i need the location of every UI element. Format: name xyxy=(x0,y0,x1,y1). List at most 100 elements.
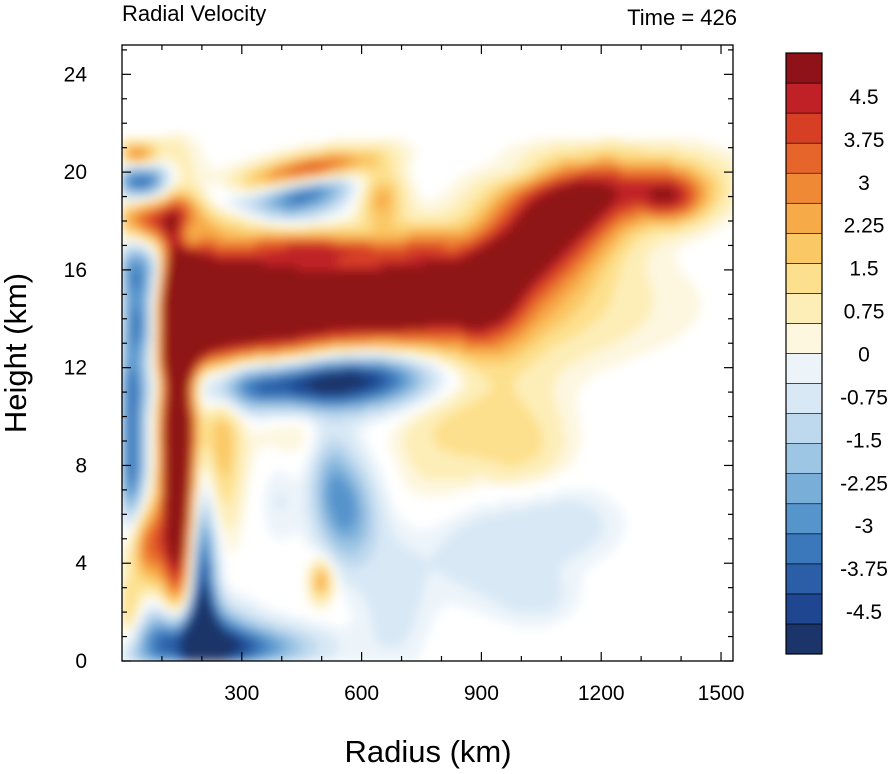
velocity-cell xyxy=(187,245,215,251)
velocity-cell xyxy=(157,260,161,266)
velocity-cell xyxy=(193,475,197,481)
velocity-cell xyxy=(357,533,369,540)
velocity-cell xyxy=(553,181,568,188)
velocity-cell xyxy=(717,152,733,159)
velocity-cell xyxy=(351,191,357,198)
velocity-cell xyxy=(139,431,143,437)
velocity-cell xyxy=(153,372,157,379)
velocity-cell xyxy=(317,529,327,535)
velocity-cell xyxy=(227,401,233,408)
velocity-cell xyxy=(329,553,337,559)
velocity-cell xyxy=(131,480,139,486)
velocity-cell xyxy=(311,582,315,589)
velocity-cell xyxy=(125,260,131,266)
velocity-cell xyxy=(211,353,227,359)
velocity-cell xyxy=(535,181,544,188)
velocity-cell xyxy=(313,348,329,354)
velocity-cell xyxy=(349,607,371,613)
velocity-cell xyxy=(281,489,305,496)
velocity-cell xyxy=(185,235,189,242)
velocity-cell xyxy=(141,470,145,476)
velocity-cell xyxy=(251,357,275,364)
velocity-cell xyxy=(491,181,506,188)
velocity-cell xyxy=(151,436,155,442)
velocity-cell xyxy=(131,558,137,564)
velocity-cell xyxy=(159,323,163,330)
velocity-cell xyxy=(141,401,147,408)
velocity-cell xyxy=(555,309,576,315)
velocity-cell xyxy=(381,489,389,496)
velocity-cell xyxy=(209,509,213,515)
velocity-cell xyxy=(151,353,155,359)
velocity-cell xyxy=(273,621,303,628)
velocity-cell xyxy=(407,255,463,261)
velocity-cell xyxy=(123,309,127,315)
velocity-cell xyxy=(273,631,289,638)
velocity-cell xyxy=(433,196,457,203)
velocity-cell xyxy=(583,328,636,335)
velocity-cell xyxy=(653,196,676,203)
velocity-cell xyxy=(185,142,201,149)
velocity-cell xyxy=(535,294,546,300)
velocity-cell xyxy=(189,587,193,594)
velocity-cell xyxy=(327,465,345,471)
velocity-cell xyxy=(147,353,151,359)
velocity-cell xyxy=(143,489,147,496)
velocity-cell xyxy=(681,216,694,222)
velocity-cell xyxy=(503,328,514,335)
velocity-cell xyxy=(151,621,169,628)
velocity-cell xyxy=(155,357,159,364)
velocity-cell xyxy=(151,626,181,633)
velocity-cell xyxy=(159,387,163,393)
velocity-cell xyxy=(167,397,189,403)
velocity-cell xyxy=(159,318,163,325)
velocity-cell xyxy=(307,563,313,569)
velocity-cell xyxy=(361,445,371,452)
velocity-cell xyxy=(143,284,149,291)
velocity-cell xyxy=(695,177,704,183)
velocity-cell xyxy=(711,211,726,217)
velocity-cell xyxy=(207,397,225,403)
velocity-cell xyxy=(313,538,325,545)
velocity-cell xyxy=(367,558,568,564)
velocity-cell xyxy=(122,577,129,584)
velocity-cell xyxy=(251,172,265,178)
velocity-cell xyxy=(141,621,147,628)
velocity-cell xyxy=(615,206,632,212)
velocity-cell xyxy=(171,568,181,574)
velocity-cell xyxy=(131,167,159,173)
velocity-cell xyxy=(187,235,199,242)
velocity-cell xyxy=(271,636,285,643)
velocity-cell xyxy=(145,323,149,330)
velocity-cell xyxy=(629,250,652,256)
velocity-cell xyxy=(303,489,313,496)
velocity-cell xyxy=(165,494,189,501)
velocity-cell xyxy=(375,181,393,188)
velocity-cell xyxy=(215,529,219,535)
velocity-cell xyxy=(157,392,161,398)
velocity-cell xyxy=(141,411,145,418)
velocity-cell xyxy=(697,201,704,207)
velocity-cell xyxy=(603,269,620,276)
velocity-cell xyxy=(187,401,191,408)
velocity-cell xyxy=(191,533,195,540)
velocity-cell xyxy=(195,514,199,520)
velocity-cell xyxy=(327,573,331,579)
velocity-cell xyxy=(473,607,512,613)
velocity-cell xyxy=(213,216,229,222)
velocity-cell xyxy=(149,343,153,349)
velocity-cell xyxy=(169,186,175,193)
velocity-cell xyxy=(223,602,231,608)
velocity-cell xyxy=(135,450,141,457)
velocity-cell xyxy=(197,573,201,579)
velocity-cell xyxy=(543,181,554,188)
velocity-cell xyxy=(301,533,313,540)
velocity-cell xyxy=(277,177,295,183)
velocity-cell xyxy=(155,362,159,369)
velocity-cell xyxy=(163,367,167,374)
velocity-cell xyxy=(237,357,253,364)
velocity-cell xyxy=(207,377,215,383)
velocity-cell xyxy=(155,475,159,481)
velocity-cell xyxy=(327,577,331,584)
velocity-cell xyxy=(153,504,159,511)
